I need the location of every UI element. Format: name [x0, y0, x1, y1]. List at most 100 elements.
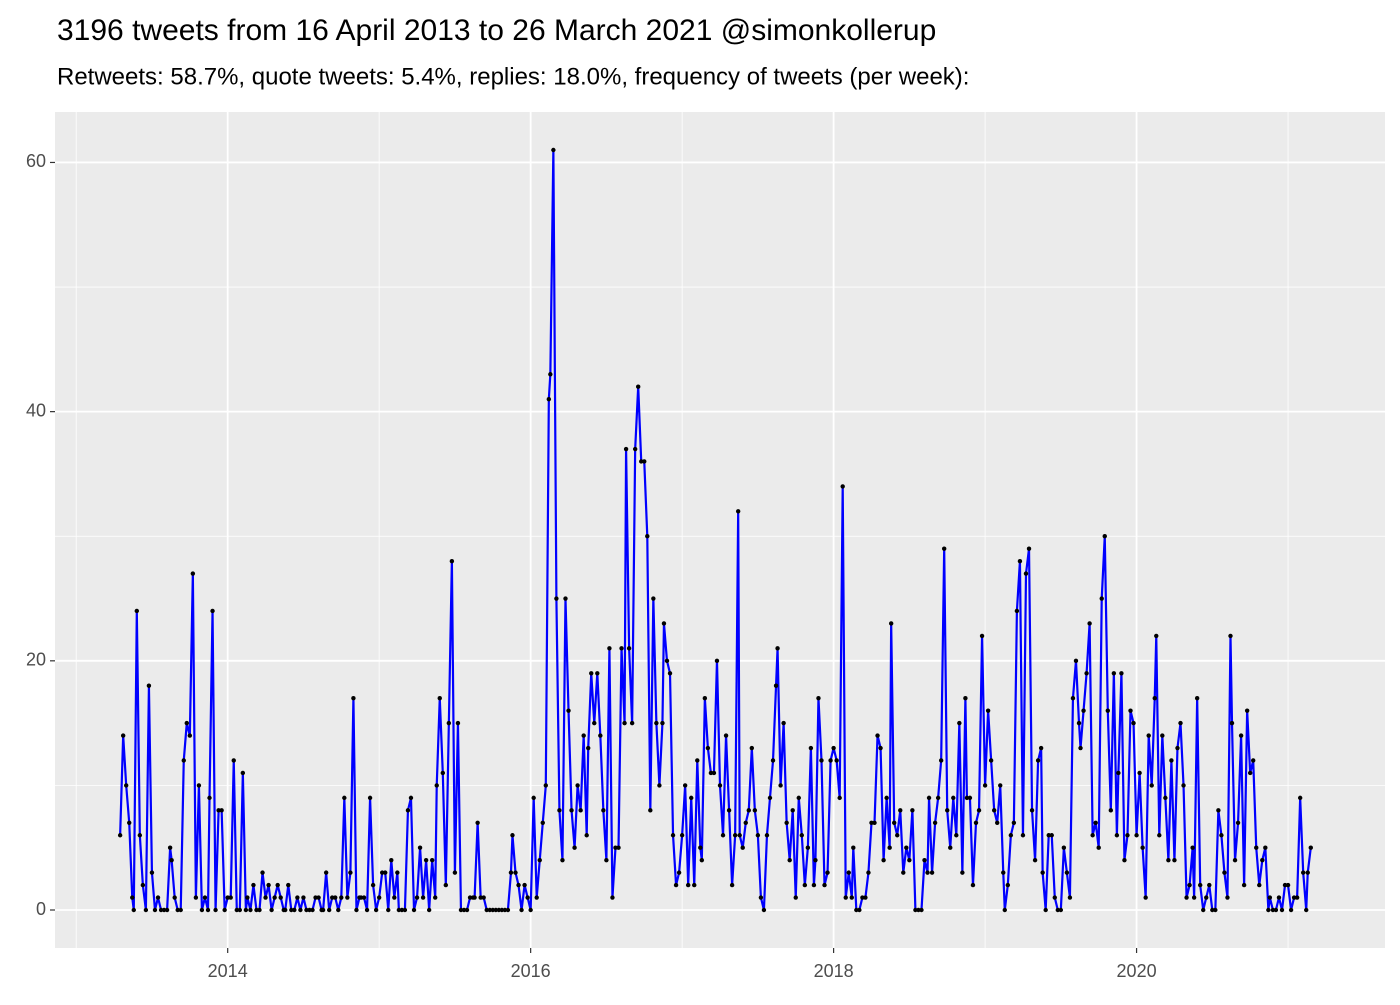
data-point	[998, 783, 1003, 788]
data-point	[904, 845, 909, 850]
data-point	[645, 534, 650, 539]
data-point	[1134, 833, 1139, 838]
data-point	[1267, 895, 1273, 900]
data-point	[1143, 895, 1148, 900]
data-point	[1251, 758, 1256, 763]
data-point	[604, 857, 609, 863]
data-point	[426, 907, 432, 913]
data-point	[1166, 857, 1171, 863]
data-point	[932, 820, 938, 825]
data-point	[991, 808, 997, 813]
data-point	[746, 808, 751, 813]
data-point	[1146, 733, 1151, 738]
data-point	[358, 895, 364, 900]
data-point	[1301, 870, 1306, 875]
data-point	[199, 907, 205, 913]
data-point	[1052, 895, 1057, 900]
data-point	[1043, 907, 1048, 913]
data-point	[420, 895, 426, 900]
data-point	[219, 808, 224, 813]
data-point	[963, 695, 968, 701]
data-point	[1020, 833, 1026, 838]
data-point	[1149, 783, 1154, 788]
data-point	[770, 758, 776, 763]
data-point	[1201, 907, 1206, 913]
data-point	[534, 895, 539, 900]
data-point	[339, 895, 344, 900]
data-point	[660, 720, 665, 726]
data-point	[787, 857, 792, 863]
data-point	[976, 808, 982, 813]
data-point	[682, 783, 688, 788]
data-point	[193, 895, 199, 900]
data-point	[784, 820, 789, 825]
y-tick-label: 40	[26, 400, 46, 420]
data-point	[323, 870, 329, 875]
data-point	[711, 770, 717, 776]
data-point	[717, 783, 723, 788]
data-point	[167, 845, 173, 850]
data-point	[513, 870, 518, 875]
data-point	[616, 845, 621, 850]
data-point	[531, 795, 536, 801]
data-point	[399, 907, 405, 913]
data-point	[901, 870, 906, 875]
data-point	[651, 596, 656, 601]
data-point	[207, 795, 212, 801]
data-point	[484, 907, 489, 913]
data-point	[1282, 882, 1288, 888]
data-point	[187, 733, 193, 738]
data-point	[275, 882, 280, 888]
data-point	[714, 658, 720, 664]
data-point	[1305, 870, 1310, 875]
data-point	[664, 658, 670, 664]
data-point	[808, 745, 814, 751]
data-point	[1294, 895, 1300, 900]
data-point	[472, 895, 477, 900]
data-point	[967, 795, 973, 801]
data-point	[595, 671, 600, 676]
data-point	[1064, 870, 1070, 875]
data-point	[601, 808, 606, 813]
data-point	[1163, 795, 1168, 801]
data-point	[140, 882, 146, 888]
data-point	[364, 907, 370, 913]
data-point	[1114, 833, 1120, 838]
data-point	[301, 895, 306, 900]
data-point	[1073, 658, 1079, 664]
data-point	[639, 459, 644, 464]
data-point	[286, 882, 291, 888]
data-point	[1247, 770, 1253, 776]
data-point	[190, 571, 196, 576]
data-point	[225, 895, 230, 900]
data-point	[598, 733, 603, 738]
data-point	[164, 907, 170, 913]
x-tick-label: 2014	[208, 961, 248, 981]
data-point	[805, 845, 811, 850]
data-point	[508, 870, 514, 875]
data-point	[970, 882, 976, 888]
data-point	[348, 870, 353, 875]
data-point	[654, 720, 659, 726]
data-point	[929, 870, 935, 875]
data-point	[781, 720, 786, 726]
data-point	[793, 895, 798, 900]
data-point	[342, 795, 347, 801]
data-point	[493, 907, 499, 913]
data-point	[689, 795, 694, 801]
data-point	[575, 783, 580, 788]
data-point	[1035, 758, 1041, 763]
data-point	[945, 808, 950, 813]
x-tick-label: 2020	[1117, 961, 1157, 981]
data-point	[1049, 833, 1054, 838]
data-point	[799, 833, 804, 838]
data-point	[510, 833, 515, 838]
data-point	[333, 895, 338, 900]
data-point	[888, 621, 894, 626]
data-point	[487, 907, 492, 913]
data-point	[522, 882, 527, 888]
data-point	[569, 808, 574, 813]
data-point	[257, 907, 262, 913]
data-point	[1197, 882, 1203, 888]
